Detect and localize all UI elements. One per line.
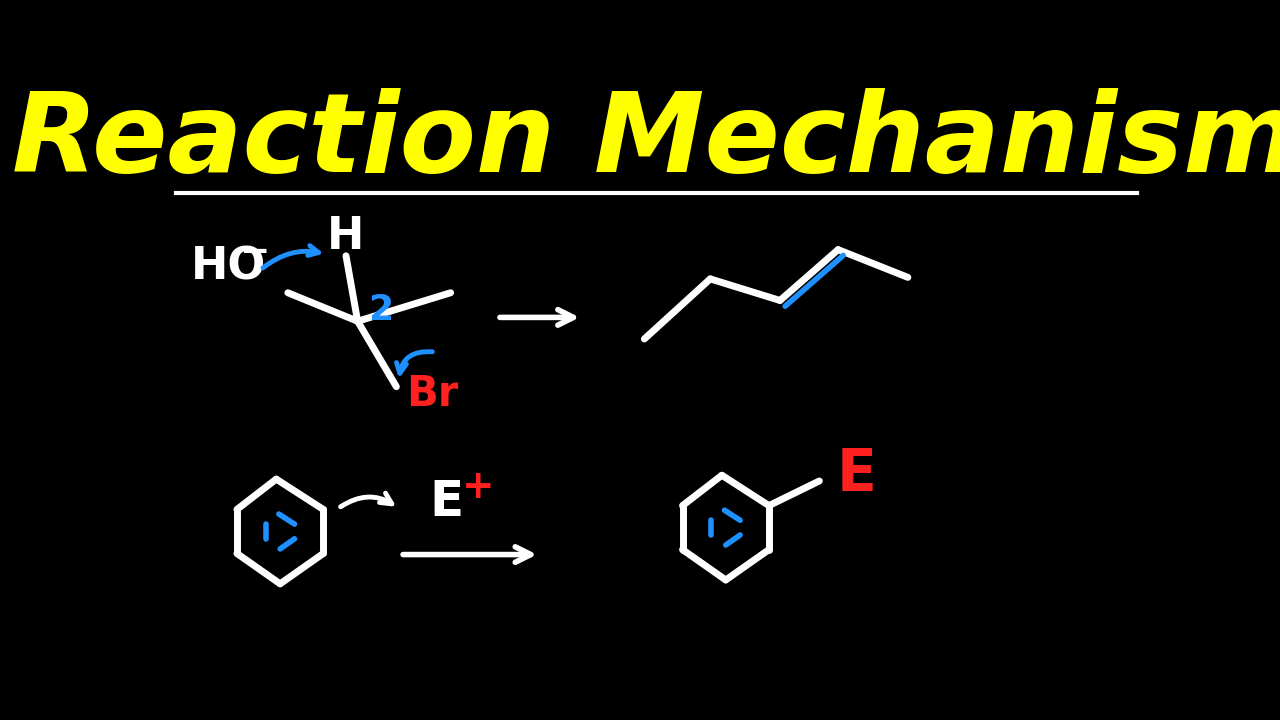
Text: E: E — [430, 478, 463, 526]
Text: +: + — [462, 468, 495, 505]
Text: −: − — [239, 235, 269, 269]
Text: HO: HO — [191, 246, 266, 289]
Text: H: H — [328, 215, 365, 258]
Text: E: E — [836, 446, 877, 503]
Text: Br: Br — [407, 374, 458, 415]
Text: 2: 2 — [369, 293, 393, 327]
Text: Reaction Mechanism: Reaction Mechanism — [13, 89, 1280, 195]
